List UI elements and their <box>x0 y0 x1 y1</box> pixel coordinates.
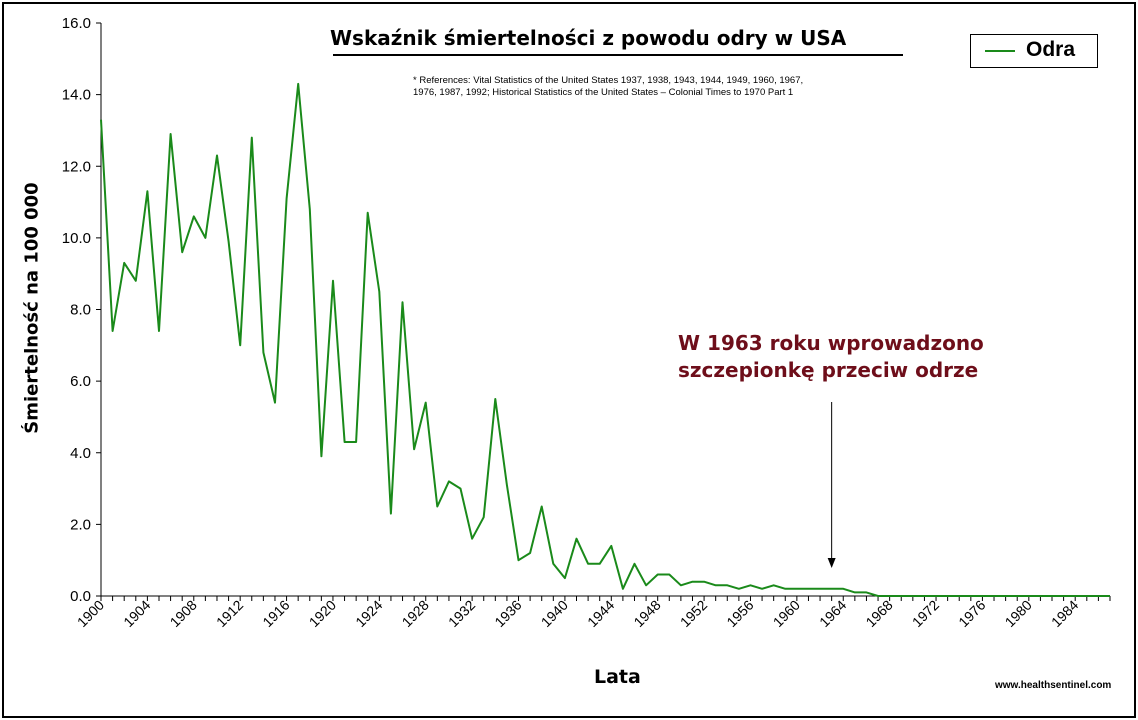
x-tick-label: 1916 <box>259 597 292 630</box>
title-underline <box>333 54 903 56</box>
y-tick-label: 14.0 <box>62 87 91 104</box>
y-tick-label: 8.0 <box>70 302 91 319</box>
x-tick-label: 1968 <box>862 597 895 630</box>
x-tick-label: 1976 <box>955 597 988 630</box>
y-tick-labels: 0.0 2.0 4.0 6.0 8.0 10.0 12.0 14.0 16.0 <box>62 15 91 605</box>
y-tick-label: 16.0 <box>62 15 91 32</box>
y-tick-label: 10.0 <box>62 230 91 247</box>
x-tick-label: 1948 <box>630 597 663 630</box>
x-tick-label: 1932 <box>445 597 478 630</box>
chart-legend: Odra <box>970 34 1098 68</box>
x-tick-label: 1984 <box>1048 597 1081 630</box>
x-tick-label: 1936 <box>491 597 524 630</box>
annotation-line-2: szczepionkę przeciw odrze <box>678 358 979 382</box>
x-tick-label: 1928 <box>399 597 432 630</box>
x-tick-label: 1952 <box>677 597 710 630</box>
x-tick-label: 1924 <box>352 597 385 630</box>
x-tick-labels: 1900 1904 1908 1912 1916 1920 1924 1928 1932 1936… <box>74 597 1082 630</box>
x-axis-label: Lata <box>594 666 641 688</box>
vaccine-annotation: W 1963 roku wprowadzono szczepionkę prze… <box>678 330 1038 384</box>
chart-title: Wskaźnik śmiertelności z powodu odry w U… <box>330 26 847 50</box>
series-line-odra <box>100 82 1110 597</box>
x-tick-label: 1920 <box>306 597 339 630</box>
x-tick-label: 1956 <box>723 597 756 630</box>
annotation-arrow <box>827 402 836 568</box>
annotation-arrow-head <box>827 558 836 568</box>
x-tick-label: 1904 <box>120 597 153 630</box>
x-tick-label: 1944 <box>584 597 617 630</box>
annotation-line-1: W 1963 roku wprowadzono <box>678 331 984 355</box>
references-line-2: 1976, 1987, 1992; Historical Statistics … <box>413 87 794 98</box>
x-tick-label: 1972 <box>909 597 942 630</box>
plot-area <box>100 82 1110 597</box>
chart-axes <box>96 22 1111 601</box>
y-tick-label: 2.0 <box>70 516 91 533</box>
watermark: www.healthsentinel.com <box>995 680 1112 691</box>
x-tick-label: 1908 <box>167 597 200 630</box>
y-tick-label: 4.0 <box>70 445 91 462</box>
x-tick-label: 1940 <box>538 597 571 630</box>
x-tick-label: 1964 <box>816 597 849 630</box>
references-note: * References: Vital Statistics of the Un… <box>413 75 873 99</box>
legend-swatch-odra <box>985 50 1015 52</box>
x-tick-label: 1980 <box>1002 597 1035 630</box>
y-tick-label: 0.0 <box>70 588 91 605</box>
x-tick-label: 1960 <box>770 597 803 630</box>
references-line-1: * References: Vital Statistics of the Un… <box>413 75 804 86</box>
y-tick-label: 12.0 <box>62 158 91 175</box>
y-tick-label: 6.0 <box>70 373 91 390</box>
x-tick-label: 1912 <box>213 597 246 630</box>
legend-label-odra: Odra <box>1026 38 1076 61</box>
y-axis-label: Śmiertelność na 100 000 <box>21 182 43 434</box>
